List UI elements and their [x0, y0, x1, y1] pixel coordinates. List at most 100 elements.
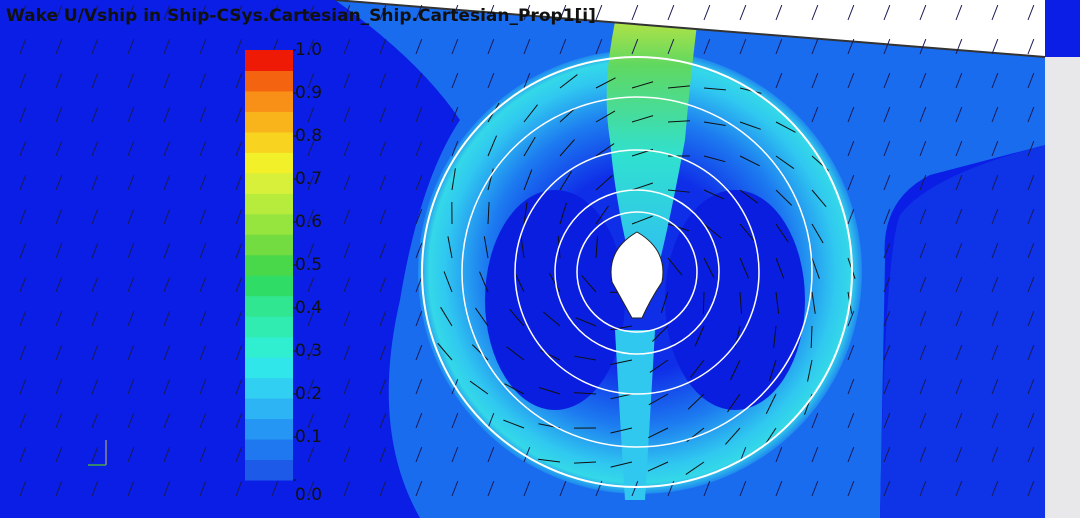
vector [474, 307, 489, 327]
vector [19, 106, 27, 123]
vector [451, 72, 459, 89]
vector [542, 311, 561, 327]
vector [631, 81, 654, 89]
vector [379, 480, 387, 497]
vector [451, 446, 459, 463]
vector [55, 208, 63, 225]
vector [847, 310, 855, 327]
colorbar-band [245, 316, 293, 338]
vector [773, 325, 777, 348]
vector [163, 106, 171, 123]
colorbar-label: 0.3 [295, 341, 322, 361]
vector [883, 480, 891, 497]
vector [379, 106, 387, 123]
vector [415, 310, 423, 327]
vector [199, 378, 207, 395]
vector [307, 412, 315, 429]
vector [955, 106, 963, 123]
vector [271, 4, 279, 21]
colorbar-band [245, 152, 293, 174]
vector [883, 276, 891, 293]
vector [503, 419, 525, 429]
vector [199, 480, 207, 497]
vector [469, 380, 489, 395]
vector [415, 208, 423, 225]
vector [811, 291, 816, 314]
vector [19, 174, 27, 191]
vector [685, 461, 705, 475]
vector [163, 276, 171, 293]
vector [55, 310, 63, 327]
vector [775, 257, 785, 279]
vector [739, 480, 747, 497]
vector [447, 236, 453, 259]
vector [19, 412, 27, 429]
vector [487, 412, 495, 429]
vector [415, 174, 423, 191]
vector [415, 378, 423, 395]
vector [379, 4, 387, 21]
vector [343, 480, 351, 497]
vector [127, 412, 135, 429]
vector [163, 344, 171, 361]
vector [955, 412, 963, 429]
vector [235, 344, 243, 361]
vector [631, 182, 654, 191]
vector [811, 480, 819, 497]
vector [343, 446, 351, 463]
vector [523, 136, 536, 157]
vector [379, 310, 387, 327]
vector [883, 38, 891, 55]
vector [91, 480, 99, 497]
vector [523, 202, 528, 225]
vector [631, 115, 654, 123]
vector [343, 208, 351, 225]
vector [847, 344, 855, 361]
colorbar-band [245, 398, 293, 420]
vector [163, 72, 171, 89]
vector [443, 271, 453, 293]
vector [307, 38, 315, 55]
vector [415, 412, 423, 429]
vector [649, 359, 669, 373]
vector [919, 276, 927, 293]
circle [576, 211, 698, 333]
vector [574, 355, 597, 361]
vector [919, 446, 927, 463]
vector [91, 38, 99, 55]
vector [91, 4, 99, 21]
vector [235, 72, 243, 89]
vector [487, 480, 495, 497]
vector [235, 480, 243, 497]
vector [55, 446, 63, 463]
vector [703, 189, 725, 200]
vector [955, 208, 963, 225]
vector [559, 171, 573, 191]
vector [919, 208, 927, 225]
vector [199, 344, 207, 361]
vector [610, 359, 633, 365]
vector [919, 310, 927, 327]
vector [595, 175, 613, 191]
vector [471, 344, 489, 361]
vector [1027, 242, 1035, 259]
low-wake-lobe [485, 190, 625, 410]
vector [631, 480, 639, 497]
vector [343, 310, 351, 327]
vector [127, 310, 135, 327]
vector [199, 140, 207, 157]
vector [127, 480, 135, 497]
vector [1027, 446, 1035, 463]
vector [55, 412, 63, 429]
vector [163, 412, 171, 429]
vector [91, 378, 99, 395]
vector [847, 412, 855, 429]
vector [127, 140, 135, 157]
vector [955, 4, 963, 21]
vector [575, 317, 597, 327]
vector [19, 72, 27, 89]
vector [955, 38, 963, 55]
vector [811, 412, 819, 429]
vector [652, 325, 669, 342]
vector [523, 480, 531, 497]
